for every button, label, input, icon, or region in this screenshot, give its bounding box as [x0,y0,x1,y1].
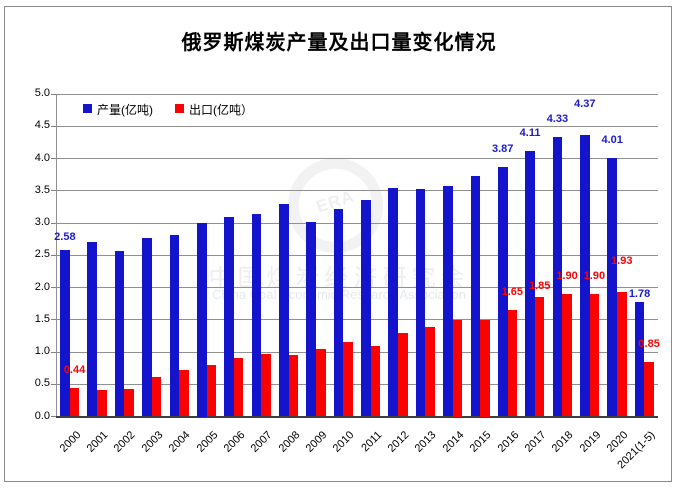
export-bar [233,357,244,417]
y-axis-tick [51,158,56,159]
production-bar [607,157,617,417]
y-axis-tick [51,125,56,127]
y-axis-tick [51,351,56,353]
bar-value-label: 1.93 [611,255,633,267]
export-bar [370,345,381,417]
y-axis-line [56,94,57,417]
y-axis-tick [51,254,56,256]
export-bar [534,297,545,417]
production-bar [196,223,207,417]
export-bar [97,390,107,417]
bar-value-label: 1.78 [628,287,651,300]
export-bar [562,293,572,417]
grid-line [56,190,658,192]
y-tick-label: 4.5 [34,119,50,132]
export-bar [124,388,135,417]
export-legend-swatch [175,104,184,113]
y-tick-label: 3.0 [34,216,50,228]
y-tick-label: 2.5 [34,248,50,261]
export-bar [69,388,80,417]
production-bar [279,204,289,417]
y-tick-label: 1.5 [34,312,50,325]
y-tick-label: 0.5 [34,377,50,390]
bar-value-label: 3.87 [491,142,514,155]
export-bar [315,348,326,417]
export-bar [343,342,353,417]
production-bar [142,237,152,417]
production-legend-swatch [83,104,92,113]
bar-value-label: 4.37 [574,97,596,110]
export-bar [425,327,436,417]
grid-line [56,351,658,353]
bar-value-label: 4.01 [601,133,623,146]
bar-value-label: 1.90 [556,269,578,282]
production-bar [333,208,344,417]
export-bar [452,319,463,417]
production-bar [525,151,535,417]
grid-line [56,287,658,288]
bar-value-label: 1.90 [583,269,606,282]
grid-line [56,125,658,127]
production-bar [251,213,262,417]
export-bar [644,361,654,417]
production-bar [443,185,453,417]
chart-title: 俄罗斯煤炭产量及出口量变化情况 [181,32,497,54]
grid-line [56,222,658,224]
production-bar [224,216,234,417]
production-bar [306,222,316,417]
export-bar [507,310,518,417]
bar-value-label: 1.85 [528,280,551,293]
export-bar [616,292,627,417]
bar-value-label: 4.33 [546,113,569,126]
export-bar [480,319,490,417]
bar-value-label: 2.58 [54,231,76,244]
bar-value-label: 0.44 [63,364,86,377]
production-bar [470,175,481,417]
y-tick-label: 5.0 [34,87,50,99]
production-bar [634,301,645,417]
grid-line [56,254,658,256]
y-axis-tick [51,383,56,385]
bar-value-label: 4.11 [519,127,541,140]
production-bar [580,134,590,417]
y-tick-label: 4.0 [34,151,50,164]
production-bar [497,166,508,417]
production-bar [415,189,426,417]
y-axis-tick [51,416,56,417]
grid-line [56,319,658,321]
bar-value-label: 1.65 [501,286,524,299]
grid-line [56,158,658,159]
export-bar [589,293,600,417]
production-bar [60,250,70,417]
production-bar [388,187,399,417]
production-bar [114,251,125,417]
y-tick-label: 2.0 [34,280,50,293]
y-axis-tick [51,190,56,192]
export-legend-label: 出口(亿吨） [189,103,253,117]
bar-value-label: 0.85 [638,337,660,350]
export-bar [179,370,189,417]
production-bar [169,234,180,417]
x-axis-line [56,415,658,418]
grid-line [56,93,658,95]
export-bar [288,354,299,417]
y-axis-tick [51,287,56,288]
export-bar [206,364,217,417]
y-tick-label: 3.5 [34,183,50,196]
y-tick-label: 1.0 [34,345,50,357]
production-bar [361,199,371,417]
production-legend-label: 产量(亿吨) [97,103,153,117]
y-tick-label: 0.0 [34,409,50,422]
export-bar [398,332,408,417]
grid-line [56,383,658,385]
y-axis-tick [51,319,56,321]
export-bar [151,377,162,417]
y-axis-tick [51,93,56,95]
production-bar [552,137,563,417]
y-axis-tick [51,222,56,224]
export-bar [261,353,271,417]
production-bar [87,242,98,417]
